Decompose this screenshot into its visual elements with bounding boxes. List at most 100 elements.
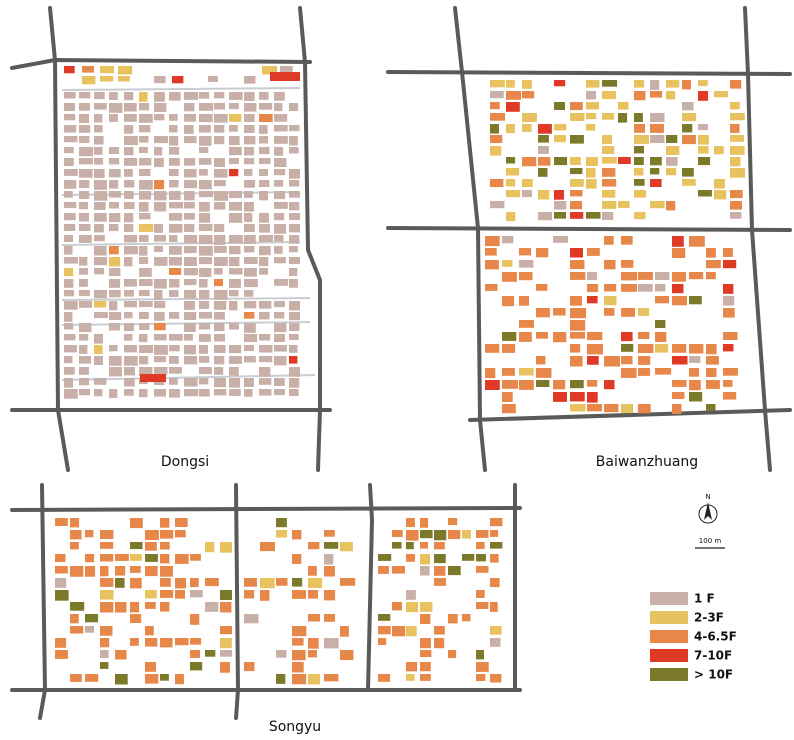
building <box>490 179 504 188</box>
building <box>145 674 159 684</box>
lane <box>61 241 301 246</box>
building <box>706 404 716 411</box>
building <box>434 566 446 576</box>
building <box>229 213 243 223</box>
building <box>79 323 92 333</box>
building <box>270 72 300 81</box>
building <box>154 279 167 289</box>
building <box>730 113 745 121</box>
road <box>366 483 375 692</box>
building <box>115 578 125 588</box>
building <box>274 378 285 386</box>
building <box>184 378 198 387</box>
building <box>276 518 287 528</box>
building <box>139 158 152 166</box>
building <box>124 389 134 396</box>
building <box>124 290 134 297</box>
building <box>244 356 256 363</box>
building <box>154 114 165 121</box>
building <box>139 312 149 320</box>
building <box>160 530 174 539</box>
building <box>406 530 419 541</box>
building <box>406 662 418 672</box>
building <box>94 92 105 100</box>
building <box>689 368 699 377</box>
building <box>730 102 740 110</box>
building <box>160 566 173 577</box>
building <box>502 344 516 353</box>
building <box>139 147 148 154</box>
building <box>723 308 735 318</box>
building <box>506 91 522 100</box>
building <box>638 332 650 339</box>
building <box>244 136 256 145</box>
building <box>554 157 568 166</box>
building <box>638 284 653 292</box>
building <box>160 578 171 587</box>
building <box>730 201 742 210</box>
building <box>145 554 158 562</box>
building <box>292 578 303 587</box>
building <box>621 236 633 245</box>
building <box>554 135 566 143</box>
building <box>259 334 271 341</box>
legend-swatch <box>650 630 688 643</box>
building <box>324 542 339 549</box>
building <box>666 146 680 155</box>
building <box>229 136 240 146</box>
building <box>259 312 270 320</box>
building <box>538 135 549 143</box>
building <box>570 201 583 210</box>
building <box>64 378 73 388</box>
building <box>259 301 272 309</box>
building <box>672 344 687 353</box>
north-arrow: N <box>698 493 718 524</box>
building <box>220 638 232 649</box>
building <box>244 345 254 352</box>
building <box>420 518 429 528</box>
building <box>604 404 619 413</box>
building <box>184 125 194 134</box>
building <box>169 147 180 155</box>
building <box>519 380 534 390</box>
building <box>634 91 646 101</box>
building <box>214 257 228 266</box>
building <box>292 626 307 637</box>
building <box>434 542 445 550</box>
building <box>602 113 615 120</box>
building <box>570 344 581 353</box>
building <box>229 389 241 396</box>
building <box>604 284 617 292</box>
building <box>109 279 121 288</box>
building <box>190 650 200 658</box>
building <box>666 201 676 211</box>
legend-label: > 10F <box>694 668 733 682</box>
building <box>638 344 654 353</box>
building <box>64 66 75 74</box>
building <box>94 158 104 165</box>
building <box>730 135 744 142</box>
building <box>229 92 243 100</box>
building <box>476 650 484 660</box>
building <box>214 125 225 133</box>
building <box>586 179 597 189</box>
building <box>536 380 550 387</box>
building <box>274 191 286 200</box>
building <box>229 191 242 199</box>
building <box>64 246 73 255</box>
building <box>94 202 106 210</box>
building <box>553 308 566 316</box>
building <box>199 158 212 165</box>
building <box>502 296 515 307</box>
building <box>682 135 696 145</box>
building <box>79 92 91 99</box>
building <box>214 290 228 300</box>
building <box>124 279 137 287</box>
building <box>214 158 225 167</box>
building <box>274 213 285 221</box>
building <box>85 554 95 563</box>
building <box>490 102 500 110</box>
building <box>274 147 284 156</box>
building <box>64 169 78 176</box>
building <box>199 103 214 111</box>
